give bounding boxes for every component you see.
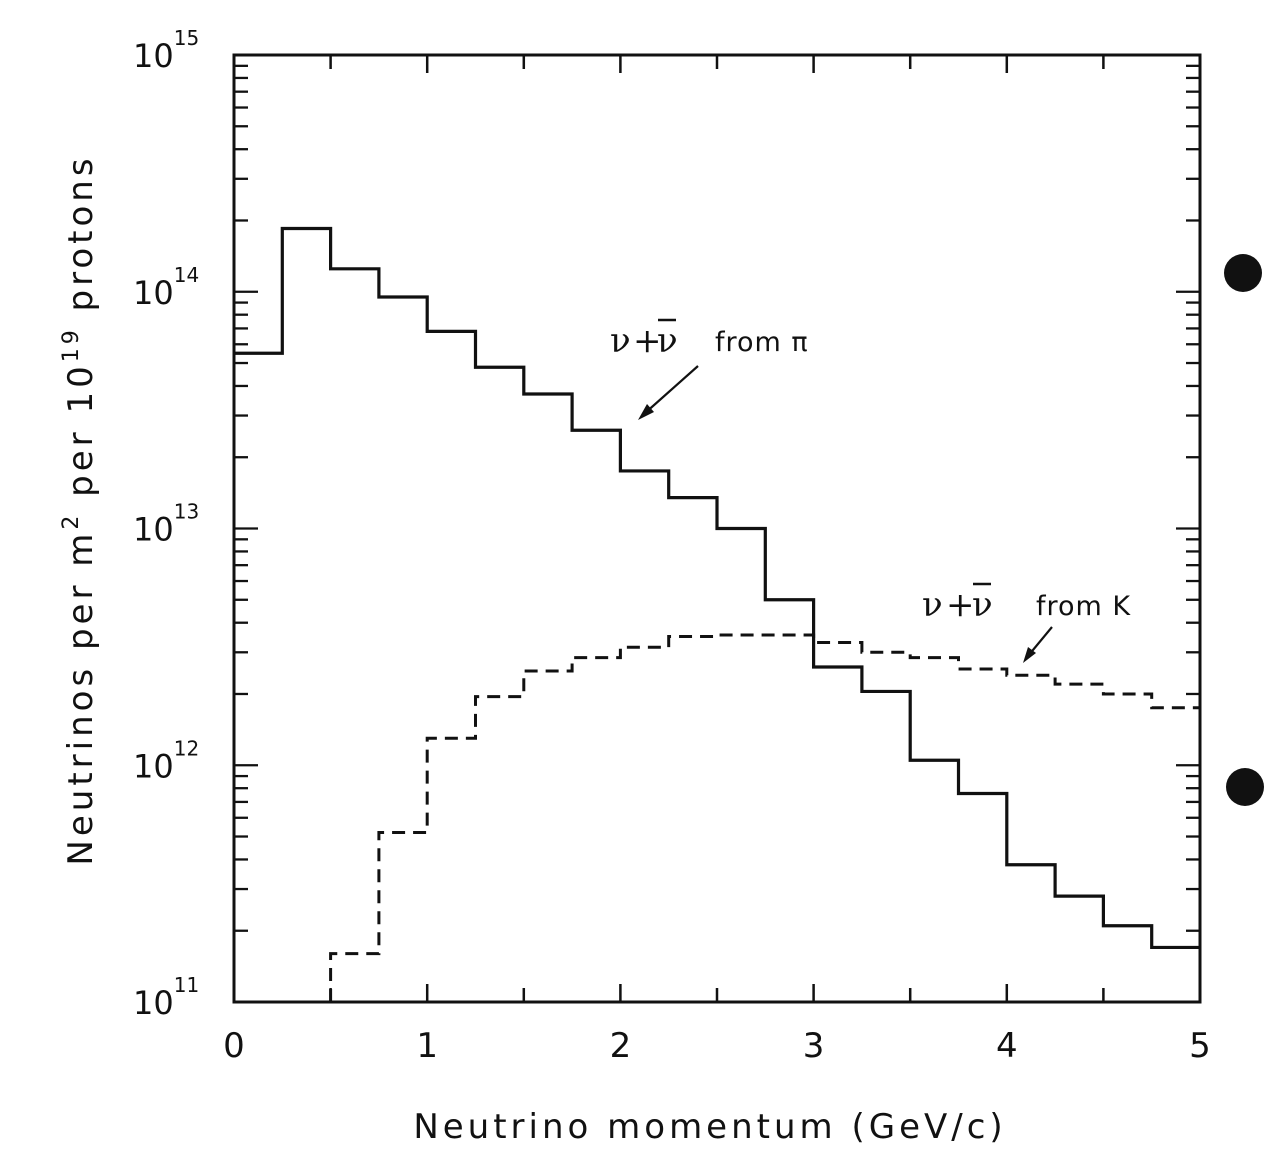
annotation-pi-text: from π: [715, 327, 809, 358]
x-tick-label: 5: [1189, 1026, 1211, 1066]
annotation-k-arrowhead: [1023, 647, 1036, 663]
annotation-k-plus: +: [946, 585, 975, 625]
binder-hole-bottom: [1226, 768, 1264, 806]
annotation-pi: ν + ν from π: [610, 318, 809, 420]
y-axis-title-prefix: Neutrinos per m: [61, 530, 101, 866]
binder-hole-top: [1224, 254, 1262, 292]
x-tick-label: 4: [996, 1026, 1018, 1066]
y-tick-label: 1015: [133, 26, 199, 75]
y-axis-title-sup2: 19: [59, 326, 84, 362]
y-axis-title: Neutrinos per m2 per 1019 protons: [59, 154, 101, 865]
x-tick-label: 3: [803, 1026, 825, 1066]
x-axis-title: Neutrino momentum (GeV/c): [413, 1107, 1006, 1147]
annotation-pi-arrow: [643, 365, 699, 415]
annotation-k: ν + ν from K: [922, 582, 1131, 663]
y-axis-tick-labels: 1011 1012 1013 1014 1015: [133, 26, 199, 1022]
y-tick-label: 1014: [133, 263, 199, 312]
annotation-pi-arrowhead: [638, 404, 654, 420]
y-axis-title-suffix: protons: [61, 154, 101, 326]
y-tick-label: 1013: [133, 500, 199, 549]
annotation-k-text: from K: [1036, 591, 1131, 622]
y-axis-ticks: [234, 64, 1200, 1004]
annotation-pi-plus: +: [633, 321, 662, 361]
annotation-k-nu: ν: [922, 585, 943, 625]
series-k-step-line: [329, 633, 1200, 1002]
annotation-pi-nu: ν: [610, 321, 631, 361]
y-tick-label: 1012: [133, 736, 199, 785]
series-pi-step-line: [234, 226, 1200, 950]
y-axis-title-middle: per 10: [61, 362, 101, 511]
y-tick-label: 1011: [133, 973, 199, 1022]
x-tick-label: 2: [610, 1026, 632, 1066]
annotation-k-nubar: ν: [972, 585, 993, 625]
y-axis-title-sup1: 2: [59, 512, 84, 530]
x-tick-label: 1: [416, 1026, 438, 1066]
x-axis-tick-labels: 0 1 2 3 4 5: [223, 1026, 1211, 1066]
x-tick-label: 0: [223, 1026, 245, 1066]
annotation-pi-nubar: ν: [657, 321, 678, 361]
x-axis-ticks: [232, 55, 1202, 1002]
